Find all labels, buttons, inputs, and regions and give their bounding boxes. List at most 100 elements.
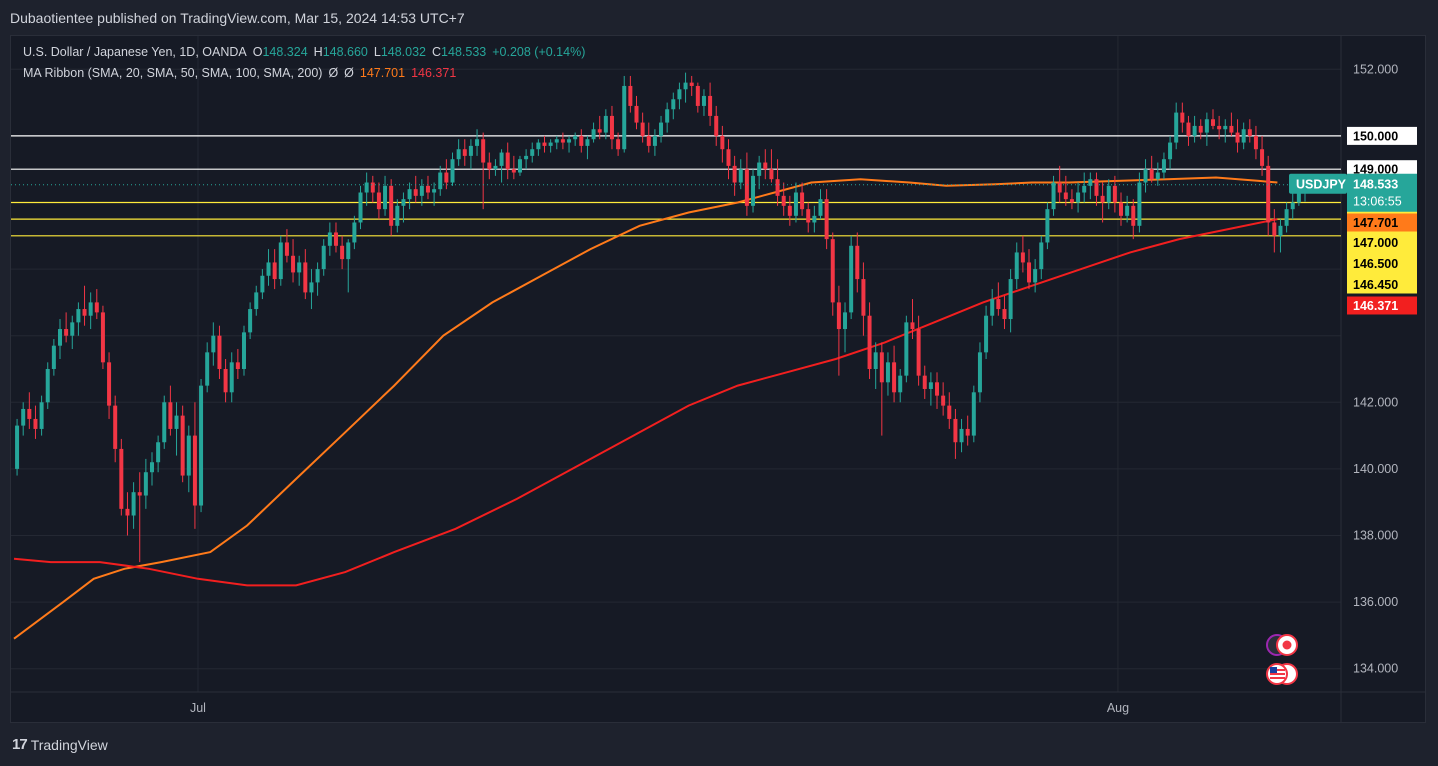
- candle-body: [763, 162, 768, 170]
- legend-ohlc-row: U.S. Dollar / Japanese Yen, 1D, OANDA O1…: [23, 42, 585, 63]
- high-number: 148.660: [322, 45, 368, 59]
- candle-body: [180, 415, 185, 476]
- candle-body: [1198, 125, 1203, 133]
- candle-body: [352, 222, 357, 243]
- candle-body: [965, 428, 970, 436]
- candle-body: [450, 159, 455, 183]
- candle-body: [370, 182, 375, 193]
- candle-body: [266, 262, 271, 276]
- candlesticks: [15, 72, 1307, 563]
- candle-body: [609, 115, 614, 140]
- candle-body: [419, 185, 424, 196]
- candle-body: [76, 309, 81, 323]
- candle-body: [898, 375, 903, 393]
- candle-body: [137, 492, 142, 496]
- candle-body: [511, 169, 516, 173]
- candle-body: [1211, 119, 1216, 126]
- yellow-level-label: 146.450: [1353, 278, 1398, 292]
- candle-body: [1002, 309, 1007, 320]
- candle-body: [781, 195, 786, 206]
- candle-body: [738, 169, 743, 183]
- candle-body: [113, 405, 118, 449]
- ma-label-1-bg: [1347, 213, 1417, 232]
- level-label-150-bg: [1347, 126, 1417, 145]
- candle-body: [475, 139, 480, 146]
- candle-body: [1014, 252, 1019, 280]
- candle-body: [1094, 179, 1099, 196]
- candle-body: [628, 85, 633, 106]
- high-value: H148.660: [314, 42, 368, 63]
- candle-body: [1266, 165, 1271, 223]
- symbol-badge-bg: [1289, 173, 1347, 194]
- candle-body: [395, 205, 400, 226]
- candle-body: [971, 392, 976, 436]
- candle-body: [843, 312, 848, 330]
- candle-body: [1033, 269, 1038, 283]
- candle-body: [867, 315, 872, 369]
- candle-body: [855, 245, 860, 280]
- candle-body: [162, 402, 167, 443]
- legend-indicator-row[interactable]: MA Ribbon (SMA, 20, SMA, 50, SMA, 100, S…: [23, 63, 585, 84]
- candle-body: [622, 85, 627, 150]
- candle-body: [45, 368, 50, 403]
- low-value: L148.032: [374, 42, 426, 63]
- candle-body: [1180, 112, 1185, 123]
- jp-flag-icon[interactable]: [1266, 634, 1298, 656]
- candle-body: [554, 139, 559, 143]
- candle-body: [530, 149, 535, 156]
- candle-body: [364, 182, 369, 193]
- candle-body: [223, 368, 228, 393]
- candle-body: [775, 179, 780, 196]
- candle-body: [88, 302, 93, 316]
- candle-body: [757, 162, 762, 176]
- candle-body: [591, 129, 596, 140]
- candle-body: [1272, 222, 1277, 236]
- candle-body: [1241, 129, 1246, 143]
- ma-line-1: [13, 176, 1278, 640]
- price-chart[interactable]: 152.000 142.000 140.000 138.000 136.000 134.0…: [11, 36, 1426, 723]
- candle-body: [333, 232, 338, 246]
- candle-body: [683, 82, 688, 90]
- candle-body: [248, 309, 253, 333]
- candle-body: [1168, 142, 1173, 160]
- countdown-label: 13:06:55: [1353, 195, 1402, 209]
- candle-body: [340, 245, 345, 260]
- footer-brand[interactable]: 17 TradingView: [12, 736, 108, 753]
- candle-body: [205, 352, 210, 386]
- level-label-149-bg: [1347, 160, 1417, 179]
- candle-body: [100, 312, 105, 363]
- candle-body: [830, 239, 835, 303]
- candle-body: [1217, 125, 1222, 130]
- candle-body: [241, 332, 246, 369]
- us-flag-icon[interactable]: [1266, 663, 1298, 685]
- chart-frame[interactable]: U.S. Dollar / Japanese Yen, 1D, OANDA O1…: [10, 35, 1426, 723]
- candle-body: [616, 139, 621, 150]
- y-axis: 152.000 142.000 140.000 138.000 136.000 134.0…: [1289, 62, 1417, 676]
- candle-body: [107, 362, 112, 406]
- candle-body: [407, 189, 412, 200]
- candle-body: [646, 135, 651, 146]
- candle-body: [1192, 125, 1197, 136]
- last-price-badge-bg: [1347, 173, 1417, 212]
- x-tick-label: Jul: [190, 701, 206, 715]
- ma-hidden-value-1: Ø: [328, 66, 339, 80]
- candle-body: [836, 302, 841, 330]
- candle-body: [254, 292, 259, 310]
- candle-body: [389, 185, 394, 226]
- candle-body: [548, 142, 553, 146]
- ma-hidden-value-2: Ø: [344, 66, 354, 80]
- y-tick-label: 136.000: [1353, 595, 1398, 609]
- candle-body: [1106, 185, 1111, 203]
- candle-body: [327, 232, 332, 246]
- ma-line-2: [13, 218, 1278, 587]
- ma-label-2-bg: [1347, 296, 1417, 315]
- candle-body: [186, 435, 191, 476]
- candle-body: [438, 172, 443, 190]
- candle-body: [1278, 225, 1283, 236]
- candle-body: [701, 95, 706, 106]
- close-number: 148.533: [441, 45, 487, 59]
- candle-body: [824, 199, 829, 240]
- candle-body: [714, 115, 719, 136]
- candle-body: [358, 192, 363, 223]
- x-axis: JulAugSepOctNovDec2024FebMarApr: [190, 701, 1129, 715]
